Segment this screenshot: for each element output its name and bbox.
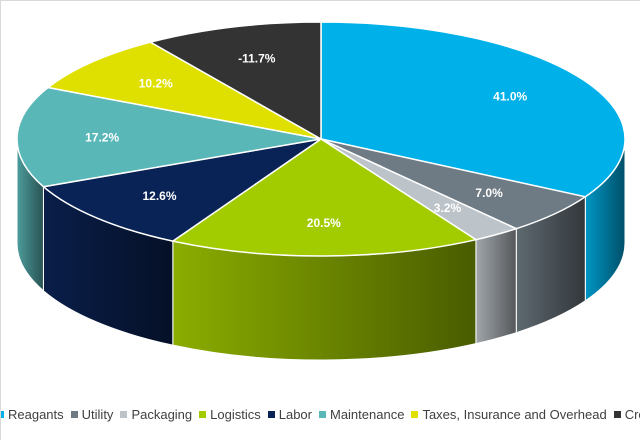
legend-swatch (120, 411, 128, 418)
legend-label: Taxes, Insurance and Overhead (422, 407, 607, 422)
legend-swatch (267, 411, 275, 418)
legend-label: Reagants (8, 407, 64, 422)
pie-slice-labor (41, 138, 322, 242)
legend-item-reagants: Reagants (1, 407, 64, 422)
legend-item-packaging: Packaging (120, 407, 192, 422)
pie-side-logistics (172, 239, 477, 361)
legend-item-taxes-insurance-and-overhead: Taxes, Insurance and Overhead (411, 407, 607, 422)
legend-item-maintenance: Maintenance (318, 407, 405, 422)
slice-data-label: 17.2% (85, 130, 119, 144)
legend-swatch (70, 411, 78, 418)
legend-swatch (411, 411, 419, 418)
slice-data-label: 20.5% (307, 216, 341, 230)
legend-swatch (318, 411, 326, 418)
legend-label: Maintenance (329, 407, 405, 422)
pie-slice-credits (148, 21, 322, 141)
legend-item-logistics: Logistics (199, 407, 261, 422)
slice-data-label: 41.0% (493, 90, 527, 104)
pie-sides (16, 138, 626, 361)
pie-slice-logistics (170, 138, 478, 257)
slice-data-label: 3.2% (434, 201, 462, 215)
legend-label: Logistics (210, 407, 261, 422)
pie-side-packaging (475, 227, 517, 345)
legend-item-labor: Labor (267, 407, 312, 422)
slice-data-label: 7.0% (475, 186, 503, 200)
legend-label: Credits (624, 407, 640, 422)
legend-swatch (199, 411, 207, 418)
slice-data-label: -11.7% (238, 51, 276, 65)
pie-slice-maintenance (16, 86, 322, 188)
legend-swatch (613, 411, 621, 418)
legend-label: Utility (81, 407, 114, 422)
pie-tops (16, 21, 626, 257)
slice-data-label: 10.2% (139, 77, 173, 91)
legend-label: Packaging (131, 407, 193, 422)
legend-item-utility: Utility (70, 407, 114, 422)
pie-slice-taxes-insurance-and-overhead (46, 41, 322, 140)
legend-label: Labor (278, 407, 312, 422)
legend-item-credits: Credits (613, 407, 640, 422)
legend: Reagants Utility Packaging Logistics Labor Ma… (1, 407, 640, 422)
slice-data-label: 12.6% (142, 189, 176, 203)
legend-swatch (1, 411, 4, 418)
pie-labels: 41.0% 7.0% 3.2% 20.5% 12.6% 17.2% 10.2% -11.7% (85, 51, 527, 230)
pie-slice-reagants (320, 21, 626, 198)
